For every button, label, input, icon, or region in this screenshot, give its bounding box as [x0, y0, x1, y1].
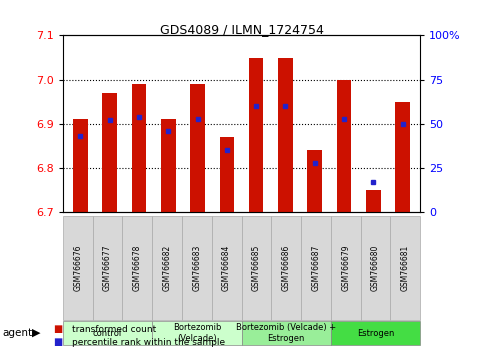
Bar — [102, 93, 117, 212]
Text: agent: agent — [2, 328, 32, 338]
Text: GSM766676: GSM766676 — [73, 245, 82, 291]
Text: GSM766682: GSM766682 — [163, 245, 171, 291]
Bar — [395, 102, 410, 212]
Text: transformed count: transformed count — [72, 325, 156, 334]
Bar — [278, 58, 293, 212]
Text: GSM766687: GSM766687 — [312, 245, 320, 291]
Text: ■: ■ — [53, 324, 62, 334]
Bar — [366, 190, 381, 212]
Text: GSM766679: GSM766679 — [341, 245, 350, 291]
Text: Bortezomib
(Velcade): Bortezomib (Velcade) — [172, 324, 221, 343]
Bar — [220, 137, 234, 212]
Text: GSM766678: GSM766678 — [133, 245, 142, 291]
Text: control: control — [93, 329, 122, 338]
Text: GSM766685: GSM766685 — [252, 245, 261, 291]
Text: GDS4089 / ILMN_1724754: GDS4089 / ILMN_1724754 — [159, 23, 324, 36]
Text: ■: ■ — [53, 337, 62, 347]
Bar — [190, 84, 205, 212]
Bar — [249, 58, 263, 212]
Text: GSM766677: GSM766677 — [103, 245, 112, 291]
Bar — [73, 120, 88, 212]
Bar — [161, 120, 176, 212]
Text: percentile rank within the sample: percentile rank within the sample — [72, 338, 226, 347]
Text: GSM766683: GSM766683 — [192, 245, 201, 291]
Text: GSM766680: GSM766680 — [371, 245, 380, 291]
Bar — [307, 150, 322, 212]
Text: ▶: ▶ — [32, 328, 41, 338]
Bar — [132, 84, 146, 212]
Text: Estrogen: Estrogen — [357, 329, 394, 338]
Text: GSM766686: GSM766686 — [282, 245, 291, 291]
Text: GSM766684: GSM766684 — [222, 245, 231, 291]
Text: GSM766681: GSM766681 — [401, 245, 410, 291]
Bar — [337, 80, 351, 212]
Text: Bortezomib (Velcade) +
Estrogen: Bortezomib (Velcade) + Estrogen — [236, 324, 336, 343]
